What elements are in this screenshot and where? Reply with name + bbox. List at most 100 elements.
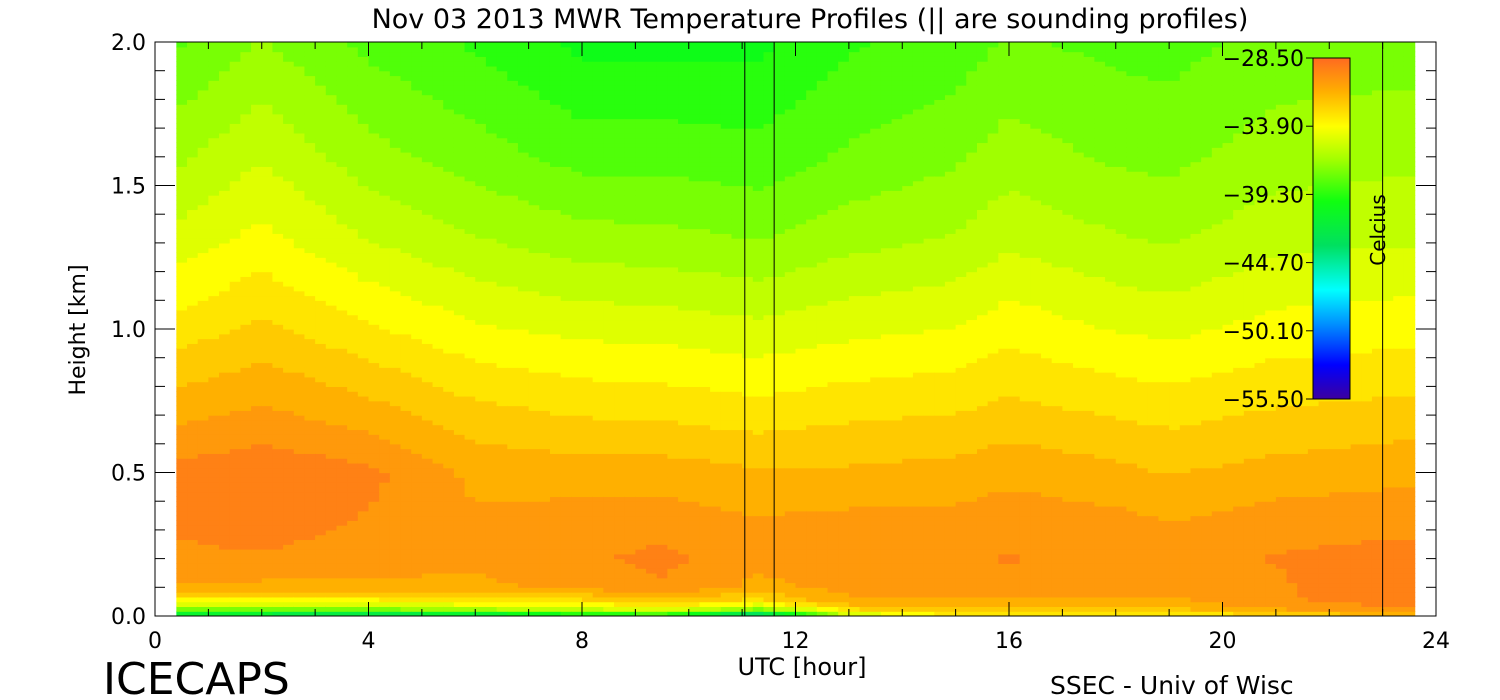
- heatmap-cell: [400, 424, 412, 431]
- heatmap-cell: [368, 185, 380, 191]
- heatmap-cell: [560, 462, 572, 469]
- heatmap-cell: [261, 343, 274, 349]
- heatmap-cell: [219, 592, 231, 598]
- heatmap-cell: [219, 510, 231, 517]
- heatmap-cell: [421, 180, 434, 187]
- heatmap-cell: [485, 195, 498, 201]
- heatmap-cell: [251, 123, 263, 129]
- heatmap-cell: [464, 563, 476, 569]
- heatmap-cell: [336, 415, 348, 421]
- heatmap-cell: [283, 199, 295, 206]
- heatmap-cell: [187, 343, 199, 349]
- heatmap-cell: [219, 118, 231, 124]
- heatmap-cell: [357, 568, 370, 574]
- heatmap-cell: [432, 305, 444, 311]
- heatmap-cell: [219, 314, 231, 321]
- heatmap-cell: [368, 152, 380, 158]
- heatmap-cell: [325, 343, 338, 349]
- heatmap-cell: [315, 386, 327, 392]
- heatmap-cell: [443, 65, 455, 72]
- heatmap-cell: [485, 601, 498, 608]
- heatmap-cell: [507, 247, 519, 254]
- heatmap-cell: [379, 56, 391, 62]
- heatmap-cell: [197, 352, 209, 359]
- heatmap-cell: [347, 242, 359, 249]
- heatmap-cell: [603, 214, 615, 220]
- heatmap-cell: [464, 65, 476, 72]
- heatmap-cell: [208, 372, 220, 378]
- heatmap-cell: [560, 128, 572, 134]
- heatmap-cell: [389, 577, 402, 584]
- heatmap-cell: [517, 309, 530, 316]
- heatmap-cell: [443, 611, 455, 616]
- heatmap-cell: [421, 539, 434, 545]
- heatmap-cell: [197, 89, 209, 96]
- heatmap-cell: [272, 434, 284, 440]
- heatmap-cell: [571, 539, 583, 545]
- heatmap-cell: [389, 214, 402, 220]
- heatmap-cell: [496, 415, 508, 421]
- heatmap-cell: [453, 108, 466, 115]
- heatmap-cell: [325, 520, 338, 526]
- heatmap-cell: [485, 577, 498, 584]
- heatmap-cell: [208, 285, 220, 292]
- heatmap-cell: [614, 319, 626, 325]
- heatmap-cell: [176, 209, 188, 215]
- heatmap-cell: [229, 305, 241, 311]
- heatmap-cell: [432, 218, 444, 225]
- heatmap-cell: [336, 582, 348, 588]
- heatmap-cell: [187, 486, 199, 493]
- heatmap-cell: [592, 132, 604, 139]
- heatmap-cell: [240, 166, 252, 172]
- heatmap-cell: [336, 329, 348, 335]
- heatmap-cell: [304, 305, 316, 311]
- heatmap-cell: [443, 386, 455, 392]
- heatmap-cell: [176, 525, 188, 531]
- heatmap-cell: [315, 529, 327, 536]
- heatmap-cell: [560, 443, 572, 450]
- heatmap-cell: [357, 257, 370, 263]
- heatmap-cell: [187, 482, 199, 488]
- heatmap-cell: [549, 147, 562, 153]
- heatmap-cell: [528, 85, 540, 91]
- heatmap-cell: [240, 137, 252, 144]
- heatmap-cell: [261, 372, 274, 378]
- heatmap-cell: [507, 89, 519, 96]
- heatmap-cell: [411, 587, 423, 593]
- heatmap-cell: [592, 395, 604, 402]
- heatmap-cell: [336, 400, 348, 407]
- heatmap-cell: [517, 108, 530, 115]
- heatmap-cell: [464, 534, 476, 541]
- heatmap-cell: [507, 568, 519, 574]
- heatmap-cell: [304, 544, 316, 550]
- heatmap-cell: [475, 271, 487, 277]
- heatmap-cell: [603, 51, 615, 57]
- heatmap-cell: [528, 46, 540, 53]
- heatmap-cell: [485, 171, 498, 177]
- heatmap-cell: [187, 611, 199, 616]
- heatmap-cell: [229, 262, 241, 268]
- heatmap-cell: [400, 123, 412, 129]
- heatmap-cell: [293, 262, 306, 268]
- heatmap-cell: [421, 395, 434, 402]
- heatmap-cell: [304, 166, 316, 172]
- heatmap-cell: [347, 367, 359, 373]
- heatmap-cell: [475, 209, 487, 215]
- heatmap-cell: [582, 324, 594, 330]
- heatmap-cell: [539, 285, 551, 292]
- heatmap-cell: [517, 118, 530, 124]
- heatmap-cell: [528, 529, 540, 536]
- heatmap-cell: [560, 99, 572, 105]
- heatmap-cell: [603, 434, 615, 440]
- heatmap-cell: [208, 65, 220, 72]
- heatmap-cell: [443, 343, 455, 349]
- heatmap-cell: [453, 429, 466, 435]
- heatmap-cell: [261, 458, 274, 464]
- heatmap-cell: [197, 247, 209, 254]
- heatmap-cell: [571, 46, 583, 53]
- heatmap-cell: [560, 587, 572, 593]
- heatmap-cell: [411, 329, 423, 335]
- heatmap-cell: [368, 462, 380, 469]
- heatmap-cell: [357, 558, 370, 564]
- heatmap-cell: [272, 180, 284, 187]
